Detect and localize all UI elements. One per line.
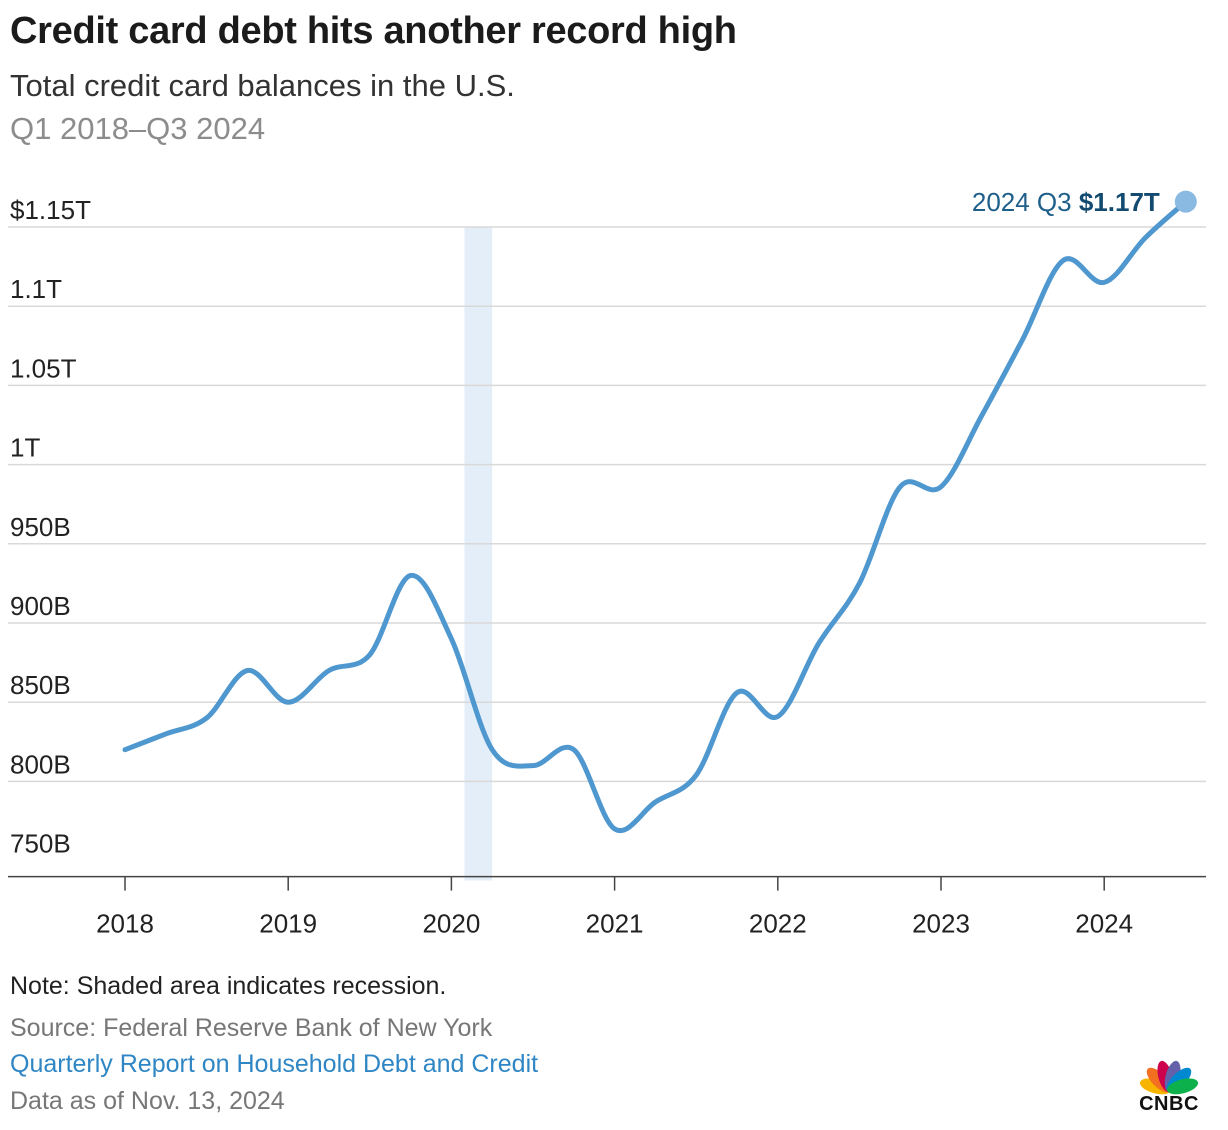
y-tick-label: 950B: [10, 512, 71, 542]
peacock-icon: [1139, 1060, 1199, 1095]
y-tick-label: 800B: [10, 749, 71, 779]
footer-source: Source: Federal Reserve Bank of New York: [10, 1014, 493, 1042]
x-tick-label: 2021: [586, 909, 644, 939]
x-tick-label: 2018: [96, 909, 154, 939]
x-tick-label: 2019: [259, 909, 317, 939]
footer-note: Note: Shaded area indicates recession.: [10, 972, 447, 1000]
x-tick-label: 2024: [1075, 909, 1133, 939]
annotation-value: $1.17T: [1079, 187, 1160, 217]
y-tick-label: 1.1T: [10, 274, 62, 304]
endpoint-marker: [1174, 190, 1197, 213]
endpoint-annotation: 2024 Q3 $1.17T: [972, 187, 1160, 217]
x-tick-label: 2020: [422, 909, 480, 939]
x-tick-label: 2023: [912, 909, 970, 939]
y-tick-label: 1T: [10, 433, 40, 463]
date-range: Q1 2018–Q3 2024: [10, 111, 266, 146]
footer-data-date: Data as of Nov. 13, 2024: [10, 1087, 285, 1115]
balance-series-line: [122, 199, 1189, 834]
y-tick-label: 900B: [10, 591, 71, 621]
x-tick-label: 2022: [749, 909, 807, 939]
chart-title: Credit card debt hits another record hig…: [10, 10, 737, 52]
y-tick-label: $1.15T: [10, 195, 91, 225]
chart-subtitle: Total credit card balances in the U.S.: [10, 68, 515, 103]
annotation-quarter: 2024 Q3: [972, 187, 1079, 217]
y-tick-label: 850B: [10, 670, 71, 700]
y-tick-label: 750B: [10, 829, 71, 859]
line-chart: $1.15T 1.1T 1.05T 1T 950B 900B 850B 800B 750B 20…: [8, 187, 1206, 939]
recession-band: [464, 227, 493, 881]
y-tick-label: 1.05T: [10, 353, 77, 383]
cnbc-logo-text: CNBC: [1139, 1093, 1199, 1115]
report-link[interactable]: Quarterly Report on Household Debt and C…: [10, 1050, 539, 1078]
